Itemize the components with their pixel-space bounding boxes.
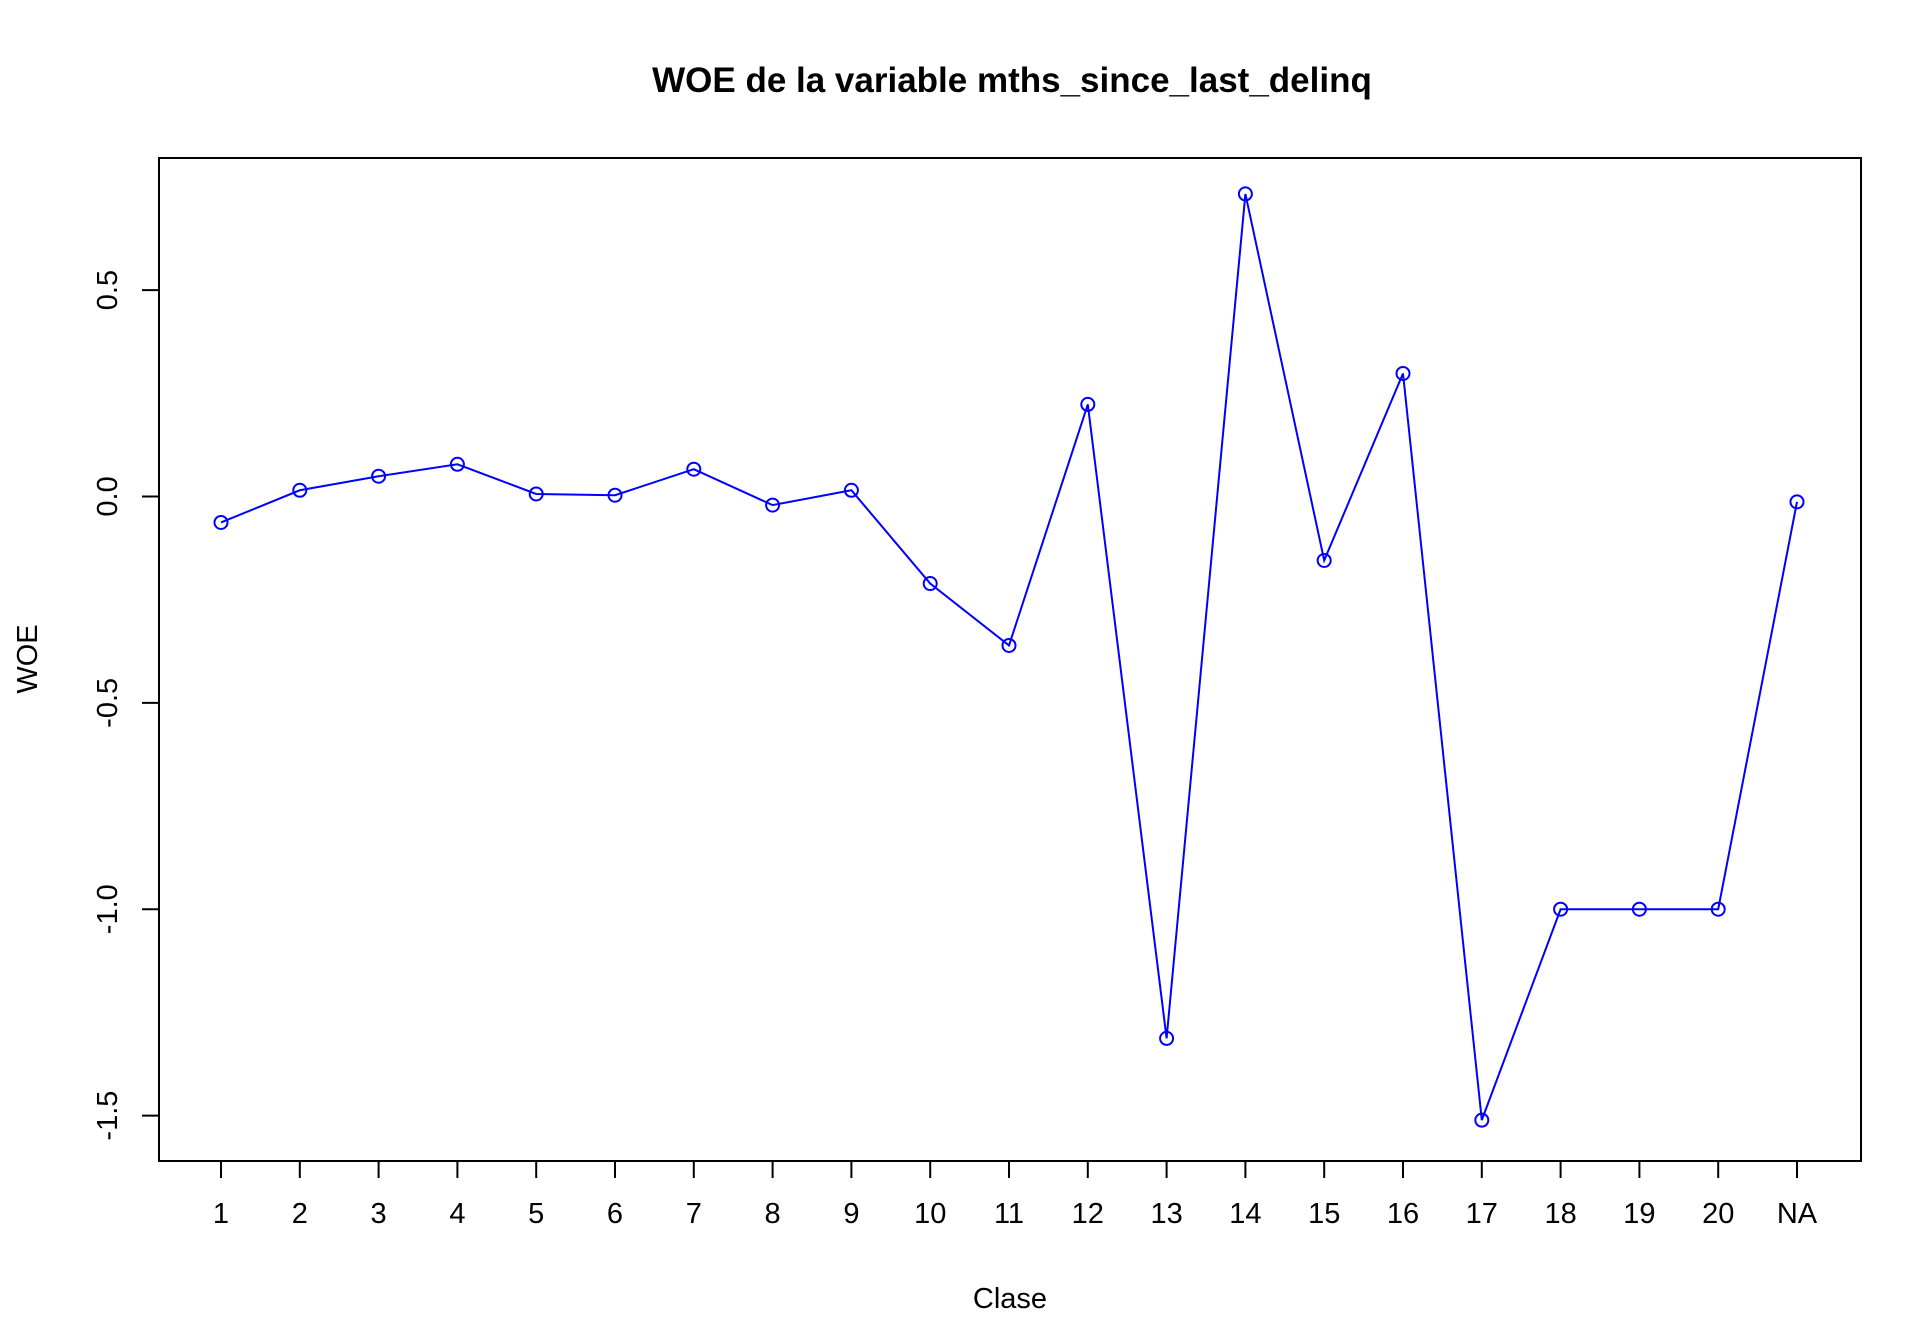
data-point-17 xyxy=(1474,1112,1490,1128)
x-tick-label-8: 8 xyxy=(765,1198,781,1230)
x-tick-label-11: 11 xyxy=(994,1198,1024,1230)
x-tick-label-1: 1 xyxy=(213,1198,229,1230)
data-point-20 xyxy=(1710,901,1726,917)
x-tick-label-5: 5 xyxy=(528,1198,544,1230)
data-point-11 xyxy=(1001,637,1017,653)
x-tick-label-15: 15 xyxy=(1308,1198,1340,1230)
y-tick-label--1.5: -1.5 xyxy=(92,1091,124,1141)
data-point-7 xyxy=(686,461,702,477)
data-point-NA xyxy=(1789,494,1805,510)
data-point-10 xyxy=(922,576,938,592)
x-axis: 1 2 3 4 5 6 7 8 9 10 11 12 13 14 15 16 17 18 19 20 NA xyxy=(213,1161,1818,1230)
x-tick-label-18: 18 xyxy=(1544,1198,1576,1230)
chart-title: WOE de la variable mths_since_last_delin… xyxy=(652,61,1372,100)
data-point-9 xyxy=(843,482,859,498)
data-point-13 xyxy=(1159,1030,1175,1046)
x-tick-label-4: 4 xyxy=(449,1198,465,1230)
data-point-12 xyxy=(1080,396,1096,412)
data-point-5 xyxy=(528,486,544,502)
data-point-6 xyxy=(607,487,623,503)
data-point-16 xyxy=(1395,365,1411,381)
data-point-15 xyxy=(1316,552,1332,568)
x-tick-label-2: 2 xyxy=(292,1198,308,1230)
data-point-1 xyxy=(213,514,229,530)
data-point-14 xyxy=(1237,186,1253,202)
data-point-8 xyxy=(765,497,781,513)
y-axis: 0.5 0.0 -0.5 -1.0 -1.5 xyxy=(92,270,159,1141)
y-tick-label-0.5: 0.5 xyxy=(92,270,124,310)
y-tick-label--0.5: -0.5 xyxy=(92,678,124,728)
data-point-19 xyxy=(1631,901,1647,917)
x-tick-label-14: 14 xyxy=(1229,1198,1261,1230)
data-point-2 xyxy=(292,482,308,498)
x-tick-label-19: 19 xyxy=(1623,1198,1655,1230)
x-tick-label-NA: NA xyxy=(1777,1198,1818,1230)
x-tick-label-17: 17 xyxy=(1466,1198,1498,1230)
x-axis-label: Clase xyxy=(973,1283,1047,1315)
x-tick-label-13: 13 xyxy=(1150,1198,1182,1230)
series-line-0 xyxy=(220,193,1798,1121)
x-tick-label-9: 9 xyxy=(843,1198,859,1230)
y-axis-label: WOE xyxy=(12,624,44,693)
x-tick-label-20: 20 xyxy=(1702,1198,1734,1230)
data-point-18 xyxy=(1553,901,1569,917)
x-tick-label-7: 7 xyxy=(686,1198,702,1230)
plot-frame xyxy=(158,157,1862,1162)
x-tick-label-3: 3 xyxy=(371,1198,387,1230)
x-tick-label-12: 12 xyxy=(1072,1198,1104,1230)
series-layer xyxy=(213,186,1805,1128)
data-point-4 xyxy=(449,456,465,472)
x-tick-label-10: 10 xyxy=(914,1198,946,1230)
y-tick-label--1.0: -1.0 xyxy=(92,884,124,934)
x-tick-label-16: 16 xyxy=(1387,1198,1419,1230)
data-point-3 xyxy=(371,468,387,484)
x-tick-label-6: 6 xyxy=(607,1198,623,1230)
y-tick-label-0.0: 0.0 xyxy=(92,476,124,516)
